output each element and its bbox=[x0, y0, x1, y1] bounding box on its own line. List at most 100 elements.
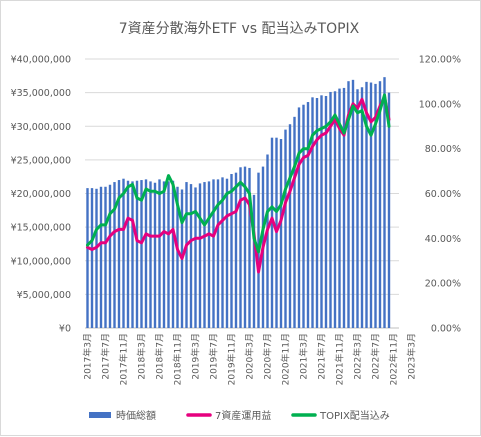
bar-market-value bbox=[153, 182, 157, 328]
bar-series bbox=[86, 77, 391, 329]
bar-market-value bbox=[90, 188, 94, 328]
bar-market-value bbox=[297, 107, 301, 328]
x-tick-label: 2017年11月 bbox=[118, 333, 130, 385]
x-tick-label: 2020年11月 bbox=[280, 333, 292, 385]
y-right-tick-label: 120.00% bbox=[419, 55, 461, 66]
bar-market-value bbox=[387, 92, 391, 328]
chart-title: 7資産分散海外ETF vs 配当込みTOPIX bbox=[119, 21, 360, 37]
x-tick-label: 2021年11月 bbox=[334, 333, 346, 385]
y-left-tick-label: ¥5,000,000 bbox=[17, 290, 71, 301]
bar-market-value bbox=[203, 182, 206, 328]
bar-market-value bbox=[266, 154, 269, 328]
bar-market-value bbox=[117, 180, 121, 328]
y-right-tick-label: 0.00% bbox=[431, 324, 461, 335]
x-tick-label: 2022年3月 bbox=[352, 333, 364, 380]
bar-market-value bbox=[243, 166, 247, 328]
bar-market-value bbox=[104, 186, 107, 328]
bar-market-value bbox=[234, 172, 238, 328]
y-axis-right: 0.00% 20.00% 40.00% 60.00% 80.00% 100.00% 120.… bbox=[419, 55, 461, 335]
bar-market-value bbox=[351, 79, 355, 328]
bar-market-value bbox=[342, 87, 346, 328]
bar-market-value bbox=[374, 83, 377, 328]
x-tick-label: 2019年11月 bbox=[226, 333, 238, 385]
bar-market-value bbox=[288, 124, 292, 328]
x-tick-label: 2018年3月 bbox=[136, 333, 148, 380]
y-left-tick-label: ¥10,000,000 bbox=[11, 256, 71, 267]
bar-market-value bbox=[383, 77, 386, 328]
bar-market-value bbox=[365, 81, 368, 329]
x-tick-label: 2019年7月 bbox=[208, 333, 220, 380]
legend-marker bbox=[89, 412, 111, 418]
y-axis-left: ¥0 ¥5,000,000 ¥10,000,000 ¥15,000,000 ¥20,00… bbox=[11, 55, 71, 335]
bar-market-value bbox=[185, 182, 188, 328]
bar-market-value bbox=[284, 129, 287, 328]
x-tick-label: 2020年7月 bbox=[262, 333, 274, 380]
bar-market-value bbox=[306, 102, 310, 328]
legend-label: TOPIX配当込み bbox=[319, 409, 390, 422]
bar-market-value bbox=[149, 181, 152, 328]
bar-market-value bbox=[311, 97, 314, 329]
y-left-tick-label: ¥30,000,000 bbox=[11, 122, 71, 133]
bar-market-value bbox=[189, 184, 193, 328]
bar-market-value bbox=[122, 178, 125, 328]
bar-market-value bbox=[140, 180, 143, 328]
bar-market-value bbox=[378, 81, 382, 328]
bar-market-value bbox=[113, 182, 116, 328]
bar-market-value bbox=[171, 180, 175, 328]
y-right-tick-label: 60.00% bbox=[425, 189, 461, 200]
y-right-tick-label: 40.00% bbox=[425, 234, 461, 245]
x-tick-label: 2017年7月 bbox=[100, 333, 112, 380]
x-tick-label: 2018年7月 bbox=[154, 333, 166, 380]
bar-market-value bbox=[95, 188, 98, 328]
bar-market-value bbox=[270, 137, 274, 328]
y-left-tick-label: ¥35,000,000 bbox=[11, 88, 71, 99]
bar-market-value bbox=[126, 180, 130, 328]
bar-market-value bbox=[194, 187, 197, 328]
x-tick-label: 2019年3月 bbox=[190, 333, 202, 380]
bar-market-value bbox=[131, 181, 134, 328]
bar-market-value bbox=[329, 91, 332, 328]
bar-market-value bbox=[135, 180, 139, 328]
bar-market-value bbox=[320, 95, 323, 328]
bar-market-value bbox=[333, 91, 337, 328]
bar-market-value bbox=[356, 89, 359, 328]
x-tick-label: 2020年3月 bbox=[244, 333, 256, 380]
bar-market-value bbox=[230, 173, 233, 328]
bar-market-value bbox=[360, 87, 364, 329]
legend-label: 7資産運用益 bbox=[215, 409, 271, 422]
bar-market-value bbox=[225, 178, 229, 328]
bar-market-value bbox=[162, 181, 166, 328]
x-tick-label: 2022年7月 bbox=[370, 333, 382, 380]
bar-market-value bbox=[176, 186, 179, 328]
bar-market-value bbox=[279, 139, 283, 328]
bar-market-value bbox=[158, 179, 161, 328]
bar-market-value bbox=[198, 183, 202, 328]
bar-market-value bbox=[221, 177, 224, 328]
y-left-tick-label: ¥25,000,000 bbox=[11, 155, 71, 166]
y-left-tick-label: ¥40,000,000 bbox=[11, 55, 71, 66]
x-tick-label: 2021年7月 bbox=[316, 333, 328, 380]
y-right-tick-label: 100.00% bbox=[419, 99, 461, 110]
bar-market-value bbox=[338, 88, 341, 328]
x-axis: 2017年3月 2017年7月 2017年11月 2018年3月 2018年7月 2018… bbox=[82, 333, 418, 385]
bar-market-value bbox=[216, 179, 220, 328]
x-tick-label: 2023年3月 bbox=[406, 333, 418, 380]
bar-market-value bbox=[315, 98, 319, 328]
bar-market-value bbox=[99, 186, 103, 328]
x-tick-label: 2017年3月 bbox=[82, 333, 94, 380]
bar-market-value bbox=[212, 179, 215, 328]
bar-market-value bbox=[207, 181, 211, 328]
y-left-tick-label: ¥0 bbox=[59, 324, 71, 335]
legend: 時価総額 7資産運用益 TOPIX配当込み bbox=[89, 409, 390, 422]
y-right-tick-label: 80.00% bbox=[425, 144, 461, 155]
line-topix-dividend bbox=[86, 93, 391, 254]
bar-market-value bbox=[108, 184, 112, 328]
bar-market-value bbox=[293, 116, 296, 329]
bar-market-value bbox=[167, 181, 170, 328]
y-left-tick-label: ¥20,000,000 bbox=[11, 189, 71, 200]
bar-market-value bbox=[369, 82, 373, 328]
line-7asset-return bbox=[86, 95, 391, 274]
legend-label: 時価総額 bbox=[116, 409, 156, 422]
bar-market-value bbox=[86, 188, 89, 328]
